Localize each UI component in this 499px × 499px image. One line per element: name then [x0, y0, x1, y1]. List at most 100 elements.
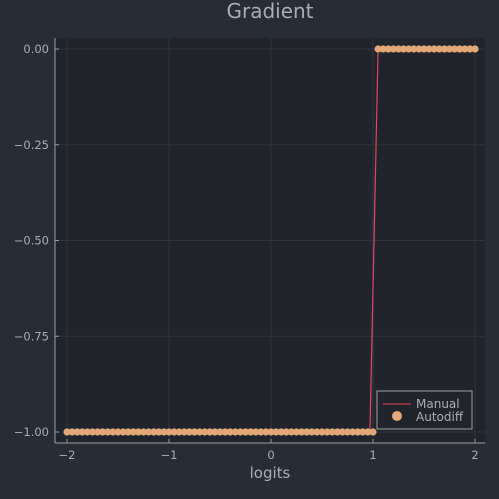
chart-title: Gradient	[226, 0, 313, 23]
data-point-autodiff	[303, 428, 311, 436]
data-point-autodiff	[206, 428, 214, 436]
data-point-autodiff	[68, 428, 76, 436]
x-tick-label: −2	[59, 448, 76, 462]
data-point-autodiff	[359, 428, 367, 436]
data-point-autodiff	[333, 428, 341, 436]
data-point-autodiff	[109, 428, 117, 436]
data-point-autodiff	[114, 428, 122, 436]
data-point-autodiff	[440, 45, 448, 53]
data-point-autodiff	[466, 45, 474, 53]
data-point-autodiff	[272, 428, 280, 436]
data-point-autodiff	[119, 428, 127, 436]
x-tick-label: −1	[161, 448, 178, 462]
y-ticks: 0.00 −0.25 −0.50 −0.75 −1.00	[14, 42, 59, 439]
data-point-autodiff	[262, 428, 270, 436]
data-point-autodiff	[287, 428, 295, 436]
data-point-autodiff	[236, 428, 244, 436]
data-point-autodiff	[415, 45, 423, 53]
data-point-autodiff	[405, 45, 413, 53]
data-point-autodiff	[384, 45, 392, 53]
x-tick-label: 2	[471, 448, 478, 462]
legend-autodiff-label: Autodiff	[416, 410, 464, 424]
data-point-autodiff	[190, 428, 199, 436]
data-point-autodiff	[338, 428, 346, 436]
legend-manual-label: Manual	[416, 397, 460, 411]
data-point-autodiff	[94, 428, 102, 436]
data-point-autodiff	[180, 428, 188, 436]
data-point-autodiff	[471, 45, 479, 53]
data-point-autodiff	[343, 428, 352, 436]
data-point-autodiff	[298, 428, 306, 436]
x-axis-label: logits	[250, 464, 291, 482]
data-point-autodiff	[160, 428, 168, 436]
data-point-autodiff	[354, 428, 362, 436]
y-tick-label: −1.00	[14, 425, 49, 439]
data-point-autodiff	[257, 428, 265, 436]
data-point-autodiff	[425, 45, 433, 53]
data-point-autodiff	[389, 45, 397, 53]
data-point-autodiff	[63, 428, 71, 436]
data-point-autodiff	[221, 428, 229, 436]
data-point-autodiff	[216, 428, 224, 436]
data-point-autodiff	[78, 428, 86, 436]
data-point-autodiff	[247, 428, 255, 436]
data-point-autodiff	[134, 428, 142, 436]
data-point-autodiff	[196, 428, 204, 436]
data-point-autodiff	[323, 428, 331, 436]
data-point-autodiff	[420, 45, 428, 53]
y-tick-label: −0.50	[14, 234, 49, 248]
y-tick-label: −0.75	[14, 329, 49, 343]
data-point-autodiff	[155, 428, 163, 436]
data-point-autodiff	[226, 428, 234, 436]
data-point-autodiff	[139, 428, 148, 436]
data-point-autodiff	[241, 428, 250, 436]
data-point-autodiff	[170, 428, 178, 436]
legend-autodiff-swatch	[392, 411, 402, 421]
x-tick-label: 0	[267, 448, 274, 462]
data-point-autodiff	[292, 428, 301, 436]
data-point-autodiff	[318, 428, 326, 436]
data-point-autodiff	[150, 428, 158, 436]
data-point-autodiff	[267, 428, 275, 436]
data-point-autodiff	[165, 428, 173, 436]
data-point-autodiff	[445, 45, 454, 53]
data-point-autodiff	[313, 428, 321, 436]
y-tick-label: 0.00	[23, 42, 49, 56]
data-point-autodiff	[451, 45, 459, 53]
data-point-autodiff	[99, 428, 107, 436]
data-point-autodiff	[308, 428, 316, 436]
x-ticks: −2 −1 0 1 2	[59, 439, 479, 462]
data-point-autodiff	[211, 428, 219, 436]
data-point-autodiff	[456, 45, 464, 53]
data-point-autodiff	[400, 45, 408, 53]
data-point-autodiff	[349, 428, 357, 436]
series-layer	[63, 45, 479, 436]
data-point-autodiff	[435, 45, 443, 53]
data-point-autodiff	[379, 45, 387, 53]
data-point-autodiff	[124, 428, 132, 436]
data-point-autodiff	[83, 428, 91, 436]
data-point-autodiff	[185, 428, 193, 436]
legend-box	[376, 390, 473, 430]
data-point-autodiff	[88, 428, 97, 436]
data-point-autodiff	[369, 428, 377, 436]
data-point-autodiff	[277, 428, 285, 436]
data-point-autodiff	[410, 45, 418, 53]
x-tick-label: 1	[369, 448, 376, 462]
data-point-autodiff	[201, 428, 209, 436]
data-point-autodiff	[364, 428, 372, 436]
data-point-autodiff	[374, 45, 382, 53]
data-point-autodiff	[252, 428, 260, 436]
data-point-autodiff	[104, 428, 112, 436]
data-point-autodiff	[461, 45, 469, 53]
data-point-autodiff	[430, 45, 438, 53]
data-point-autodiff	[282, 428, 290, 436]
data-point-autodiff	[328, 428, 336, 436]
data-point-autodiff	[145, 428, 153, 436]
legend: Manual Autodiff	[376, 390, 473, 430]
data-point-autodiff	[231, 428, 239, 436]
data-point-autodiff	[129, 428, 137, 436]
y-tick-label: −0.25	[14, 138, 49, 152]
data-point-autodiff	[394, 45, 403, 53]
